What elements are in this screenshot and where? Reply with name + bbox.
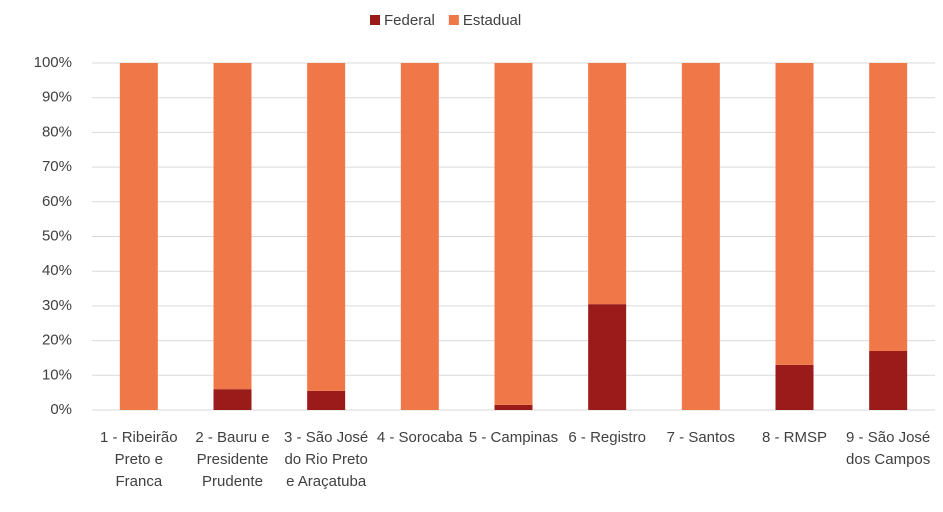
bar-segment — [869, 351, 908, 410]
bar-segment — [494, 63, 533, 405]
bar-segment — [307, 63, 346, 391]
y-tick-label: 60% — [42, 193, 72, 210]
bar-segment — [400, 63, 439, 410]
legend-swatch — [448, 15, 459, 25]
y-tick-label: 90% — [42, 89, 72, 106]
x-tick-label: 4 - Sorocaba — [376, 429, 463, 446]
bar-segment — [494, 404, 533, 410]
y-tick-label: 20% — [42, 332, 72, 349]
legend-label: Estadual — [463, 12, 521, 29]
y-tick-label: 0% — [50, 401, 72, 418]
bar-segment — [213, 389, 252, 410]
x-tick-label: 3 - São José do Rio Preto e Araçatuba — [284, 429, 369, 490]
bar-segment — [588, 304, 627, 410]
y-tick-label: 100% — [34, 54, 72, 71]
bar-segment — [213, 63, 252, 390]
x-tick-label: 1 - Ribeirão Preto e Franca — [100, 429, 178, 490]
bar-segment — [775, 63, 814, 365]
y-tick-label: 80% — [42, 123, 72, 140]
y-tick-label: 10% — [42, 366, 72, 383]
x-tick-label: 5 - Campinas — [468, 429, 559, 446]
x-tick-label: 6 - Registro — [568, 429, 646, 446]
bar-segment — [307, 390, 346, 410]
y-tick-label: 70% — [42, 158, 72, 175]
x-tick-label: 8 - RMSP — [761, 429, 827, 446]
x-tick-label: 2 - Bauru e Presidente Prudente — [195, 429, 270, 490]
legend-swatch — [370, 15, 380, 25]
y-tick-label: 50% — [42, 227, 72, 244]
bar-segment — [119, 63, 158, 410]
bar-segment — [869, 63, 908, 352]
bar-segment — [775, 364, 814, 410]
legend-label: Federal — [384, 12, 435, 29]
x-tick-label: 9 - São José dos Campos — [846, 429, 931, 468]
y-tick-label: 30% — [42, 297, 72, 314]
y-tick-label: 40% — [42, 262, 72, 279]
bar-segment — [681, 63, 720, 410]
x-tick-label: 7 - Santos — [666, 429, 736, 446]
bar-segment — [588, 63, 627, 305]
